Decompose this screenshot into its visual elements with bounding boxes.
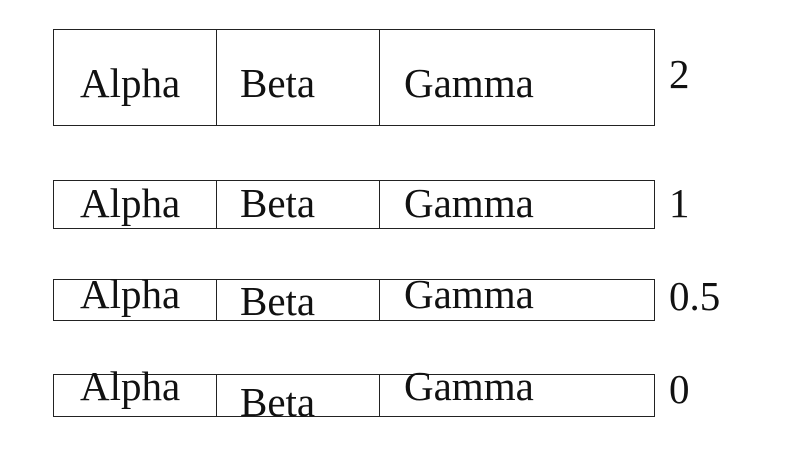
table-label: 0 — [669, 366, 690, 412]
table-stretch-1 — [53, 180, 655, 229]
column-divider — [216, 181, 217, 228]
column-divider — [379, 181, 380, 228]
cell-gamma: Gamma — [404, 271, 534, 317]
table-stretch-0.5 — [53, 279, 655, 321]
cell-alpha: Alpha — [80, 180, 181, 226]
column-divider — [216, 375, 217, 416]
cell-alpha: Alpha — [80, 60, 181, 106]
table-label: 0.5 — [669, 273, 721, 319]
cell-alpha: Alpha — [80, 271, 181, 317]
table-stretch-0 — [53, 374, 655, 417]
cell-alpha: Alpha — [80, 363, 181, 409]
table-label: 1 — [669, 180, 690, 226]
column-divider — [216, 280, 217, 320]
cell-gamma: Gamma — [404, 180, 534, 226]
cell-beta: Beta — [240, 379, 316, 425]
cell-beta: Beta — [240, 278, 316, 324]
column-divider — [379, 280, 380, 320]
cell-beta: Beta — [240, 180, 316, 226]
cell-gamma: Gamma — [404, 60, 534, 106]
cell-beta: Beta — [240, 60, 316, 106]
column-divider — [216, 30, 217, 125]
table-label: 2 — [669, 51, 690, 97]
column-divider — [379, 30, 380, 125]
table-stretch-2 — [53, 29, 655, 126]
column-divider — [379, 375, 380, 416]
cell-gamma: Gamma — [404, 363, 534, 409]
